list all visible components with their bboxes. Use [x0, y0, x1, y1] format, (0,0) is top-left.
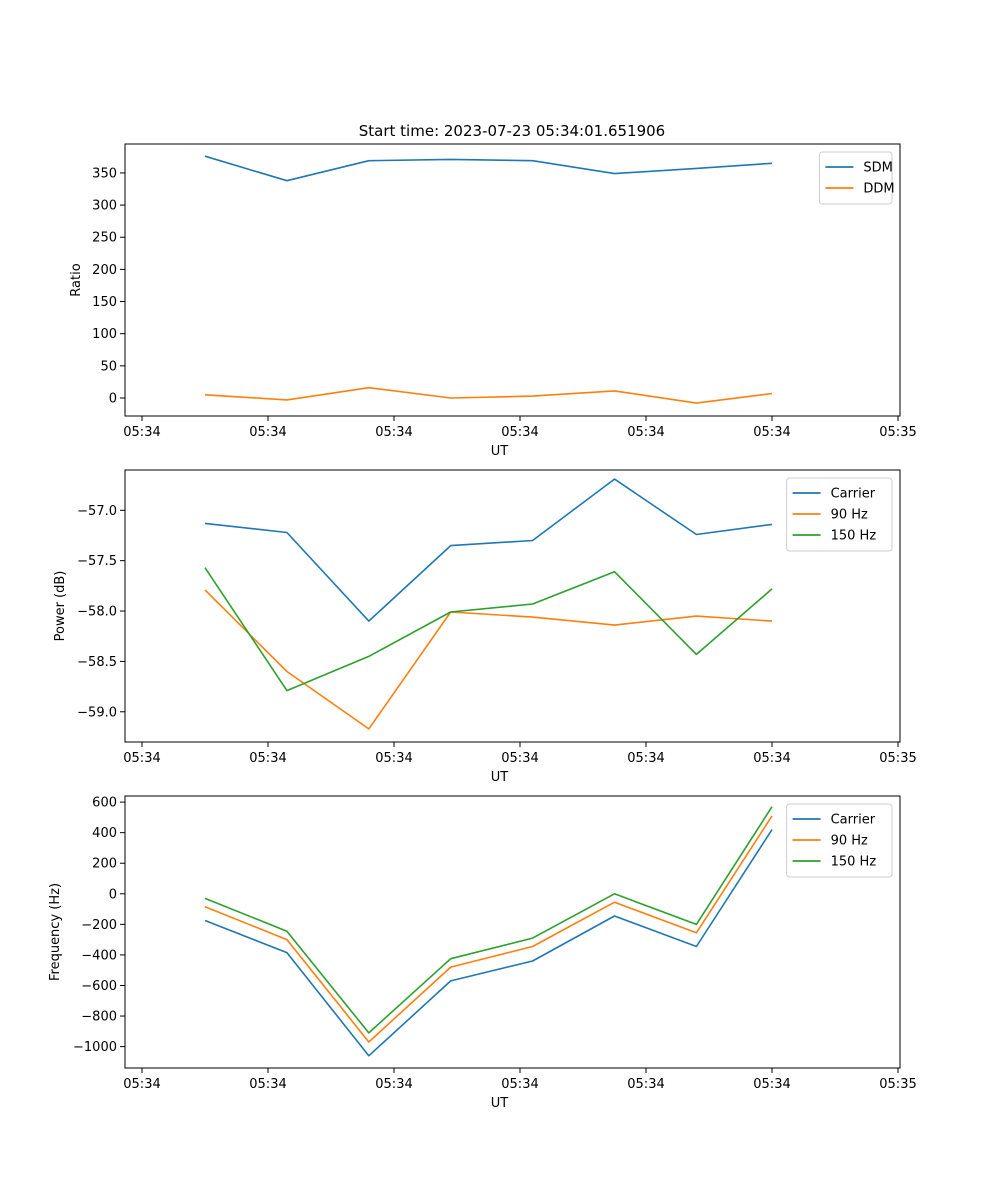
x-tick-label: 05:34 [501, 425, 538, 440]
series-line-sdm [204, 155, 773, 182]
legend-box [818, 151, 893, 205]
legend-label: 90 Hz [831, 508, 868, 523]
y-tick-label: −1000 [73, 1040, 117, 1055]
x-tick-label: 05:34 [753, 751, 790, 766]
x-tick-label: 05:34 [249, 425, 286, 440]
x-tick-label: 05:34 [753, 1077, 790, 1092]
axes-frame [124, 143, 901, 417]
x-axis-label: UT [491, 444, 509, 459]
x-tick-label: 05:34 [501, 751, 538, 766]
y-tick-label: 200 [92, 857, 117, 872]
series-line-150-hz [204, 567, 773, 692]
y-tick-label: −200 [81, 918, 117, 933]
chart-panel-2: 05:34 05:34 05:34 05:34 05:34 05:34 05:35 UT −59… [53, 469, 917, 785]
axes-frame [124, 469, 901, 743]
x-tick-label: 05:34 [375, 425, 412, 440]
x-tick-label: 05:34 [501, 1077, 538, 1092]
y-axis-label: Frequency (Hz) [48, 883, 63, 981]
charts-container: 05:34 05:34 05:34 05:34 05:34 05:34 05:35 UT 0 50… [48, 143, 917, 1111]
legend-box [786, 477, 893, 552]
y-tick-label: −57.5 [77, 554, 117, 569]
y-tick-label: 0 [109, 887, 117, 902]
y-tick-label: −400 [81, 948, 117, 963]
axes-frame [124, 795, 901, 1069]
chart-panel-3: 05:34 05:34 05:34 05:34 05:34 05:34 05:35 UT −10… [48, 795, 917, 1111]
x-tick-label: 05:34 [123, 425, 160, 440]
x-tick-label: 05:34 [123, 751, 160, 766]
y-tick-label: −600 [81, 979, 117, 994]
chart-panel-1: 05:34 05:34 05:34 05:34 05:34 05:34 05:35 UT 0 50… [69, 143, 917, 459]
legend: Carrier 90 Hz 150 Hz [786, 803, 893, 878]
x-tick-label: 05:34 [123, 1077, 160, 1092]
legend-label: Carrier [831, 487, 876, 502]
x-tick-label: 05:34 [249, 1077, 286, 1092]
legend-label: Carrier [831, 813, 876, 828]
y-tick-label: 250 [92, 231, 117, 246]
y-tick-label: 100 [92, 327, 117, 342]
y-tick-label: 600 [92, 796, 117, 811]
legend: Carrier 90 Hz 150 Hz [786, 477, 893, 552]
series-line-90-hz [204, 589, 773, 730]
series-line-150-hz [204, 806, 773, 1034]
x-tick-label: 05:35 [879, 1077, 916, 1092]
series-line-90-hz [204, 815, 773, 1043]
x-tick-label: 05:35 [879, 751, 916, 766]
legend-label: DDM [863, 182, 894, 197]
x-tick-label: 05:35 [879, 425, 916, 440]
y-tick-label: 0 [109, 391, 117, 406]
y-tick-label: −58.5 [77, 655, 117, 670]
y-axis-label: Ratio [69, 263, 84, 296]
legend-label: 150 Hz [831, 529, 877, 544]
legend-label: SDM [863, 161, 892, 176]
series-line-ddm [204, 386, 773, 404]
y-tick-label: 350 [92, 166, 117, 181]
legend-label: 90 Hz [831, 834, 868, 849]
y-tick-label: 150 [92, 295, 117, 310]
x-axis-label: UT [491, 1096, 509, 1111]
x-tick-label: 05:34 [753, 425, 790, 440]
series-line-carrier [204, 478, 773, 622]
x-tick-label: 05:34 [375, 1077, 412, 1092]
legend: SDM DDM [818, 151, 895, 205]
legend-box [786, 803, 893, 878]
x-tick-label: 05:34 [627, 751, 664, 766]
y-tick-label: 50 [100, 359, 117, 374]
y-tick-label: −58.0 [77, 605, 117, 620]
figure-title: Start time: 2023-07-23 05:34:01.651906 [359, 122, 665, 140]
x-tick-label: 05:34 [627, 1077, 664, 1092]
y-tick-label: −59.0 [77, 705, 117, 720]
series-line-carrier [204, 829, 773, 1057]
y-axis-label: Power (dB) [53, 571, 68, 642]
y-tick-label: −57.0 [77, 504, 117, 519]
x-tick-label: 05:34 [375, 751, 412, 766]
y-tick-label: 400 [92, 826, 117, 841]
x-axis-label: UT [491, 770, 509, 785]
x-tick-label: 05:34 [249, 751, 286, 766]
legend-label: 150 Hz [831, 855, 877, 870]
y-tick-label: 200 [92, 263, 117, 278]
y-tick-label: −800 [81, 1010, 117, 1025]
y-tick-label: 300 [92, 199, 117, 214]
x-tick-label: 05:34 [627, 425, 664, 440]
